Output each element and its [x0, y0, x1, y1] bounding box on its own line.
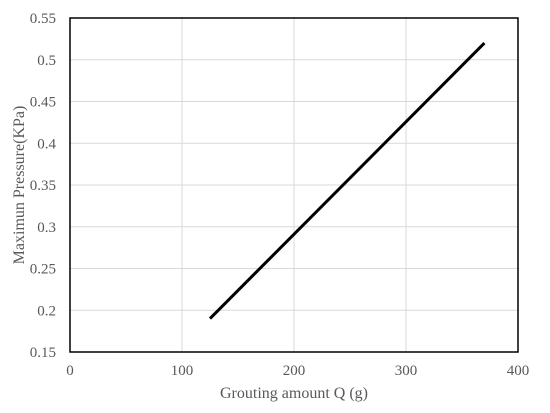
x-axis-title: Grouting amount Q (g) — [220, 385, 368, 402]
y-tick-label: 0.55 — [30, 11, 56, 27]
series-layer — [208, 41, 486, 320]
y-tick-label: 0.4 — [37, 136, 56, 152]
y-tick-label: 0.3 — [37, 220, 56, 236]
y-tick-label: 0.2 — [37, 303, 56, 319]
x-tick-label: 400 — [507, 363, 530, 379]
y-tick-label: 0.45 — [30, 95, 56, 111]
x-tick-label: 100 — [171, 363, 194, 379]
grid-lines — [69, 17, 519, 353]
y-tick-label: 0.15 — [30, 345, 56, 361]
x-tick-labels: 0 100 200 300 400 — [66, 363, 529, 379]
x-tick-label: 0 — [66, 363, 74, 379]
y-axis-title: Maximun Pressure(KPa) — [11, 106, 28, 265]
x-tick-label: 300 — [395, 363, 418, 379]
y-tick-label: 0.35 — [30, 178, 56, 194]
x-tick-label: 200 — [283, 363, 306, 379]
y-tick-label: 0.25 — [30, 262, 56, 278]
y-tick-labels: 0.15 0.2 0.25 0.3 0.35 0.4 0.45 0.5 0.55 — [30, 11, 57, 361]
y-tick-label: 0.5 — [37, 53, 56, 69]
plot-frame — [69, 17, 519, 353]
series-line — [208, 41, 486, 320]
